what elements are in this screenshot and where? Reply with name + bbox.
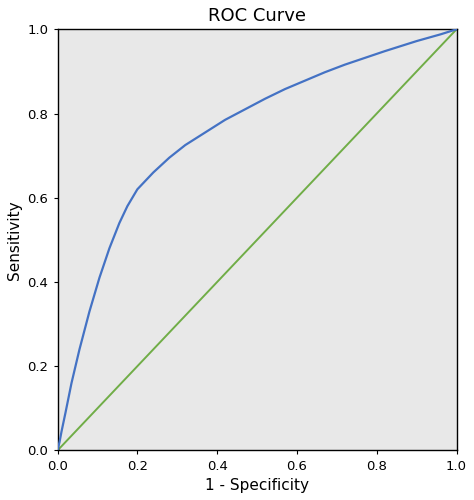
Y-axis label: Sensitivity: Sensitivity [7,200,22,280]
X-axis label: 1 - Specificity: 1 - Specificity [205,478,309,493]
Title: ROC Curve: ROC Curve [208,7,306,25]
